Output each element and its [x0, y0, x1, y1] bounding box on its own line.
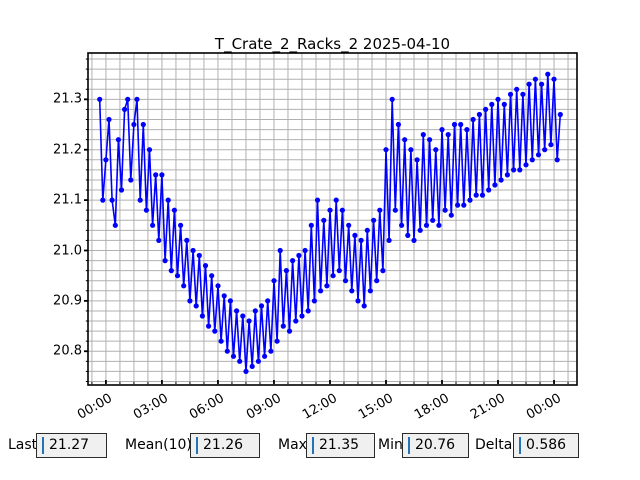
stat-label-delta: Delta: [475, 437, 513, 453]
stat-box-delta[interactable]: 0.586: [513, 433, 579, 458]
stat-box-min[interactable]: 20.76: [402, 433, 469, 458]
text-cursor: [42, 437, 44, 454]
stat-value-min: 20.76: [415, 437, 456, 453]
data-series: [97, 71, 563, 374]
y-tick-label: 21.3: [53, 91, 82, 107]
text-cursor: [196, 437, 198, 454]
axes-frame: [87, 52, 578, 386]
temperature-chart: [84, 52, 578, 386]
stat-box-mean[interactable]: 21.26: [190, 433, 260, 458]
axis-ticks: [84, 58, 569, 384]
text-cursor: [408, 437, 410, 454]
text-cursor: [312, 437, 314, 454]
y-tick-label: 21.0: [53, 243, 82, 258]
stat-box-max[interactable]: 21.35: [306, 433, 375, 458]
stat-label-last: Last: [8, 437, 38, 453]
stat-value-last: 21.27: [49, 437, 90, 453]
stat-label-mean: Mean(10): [125, 437, 192, 453]
stat-value-max: 21.35: [319, 437, 360, 453]
y-tick-label: 21.1: [53, 192, 82, 208]
text-cursor: [519, 437, 521, 454]
y-tick-label: 20.8: [53, 343, 82, 359]
stat-label-max: Max: [278, 437, 307, 453]
y-tick-label: 21.2: [53, 142, 82, 158]
stat-label-min: Min: [378, 437, 403, 453]
stat-value-mean: 21.26: [203, 437, 244, 453]
chart-title: T_Crate_2_Racks_2 2025-04-10: [214, 35, 451, 53]
stat-value-delta: 0.586: [526, 437, 567, 453]
y-tick-label: 20.9: [53, 293, 82, 309]
stat-box-last[interactable]: 21.27: [36, 433, 107, 458]
